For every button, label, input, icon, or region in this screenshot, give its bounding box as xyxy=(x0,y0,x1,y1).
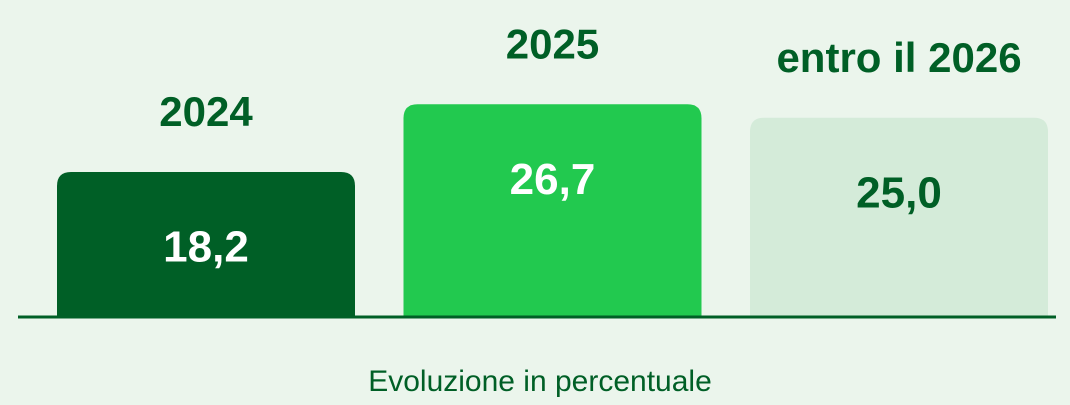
category-label: entro il 2026 xyxy=(776,34,1021,81)
bar xyxy=(750,117,1048,317)
value-label: 26,7 xyxy=(510,155,596,204)
x-axis-label: Evoluzione in percentuale xyxy=(368,365,712,398)
bar xyxy=(403,104,702,318)
category-label: 2025 xyxy=(506,20,599,67)
category-label: 2024 xyxy=(159,88,253,135)
bar xyxy=(57,171,355,317)
value-label: 25,0 xyxy=(856,168,942,217)
value-label: 18,2 xyxy=(163,223,249,272)
